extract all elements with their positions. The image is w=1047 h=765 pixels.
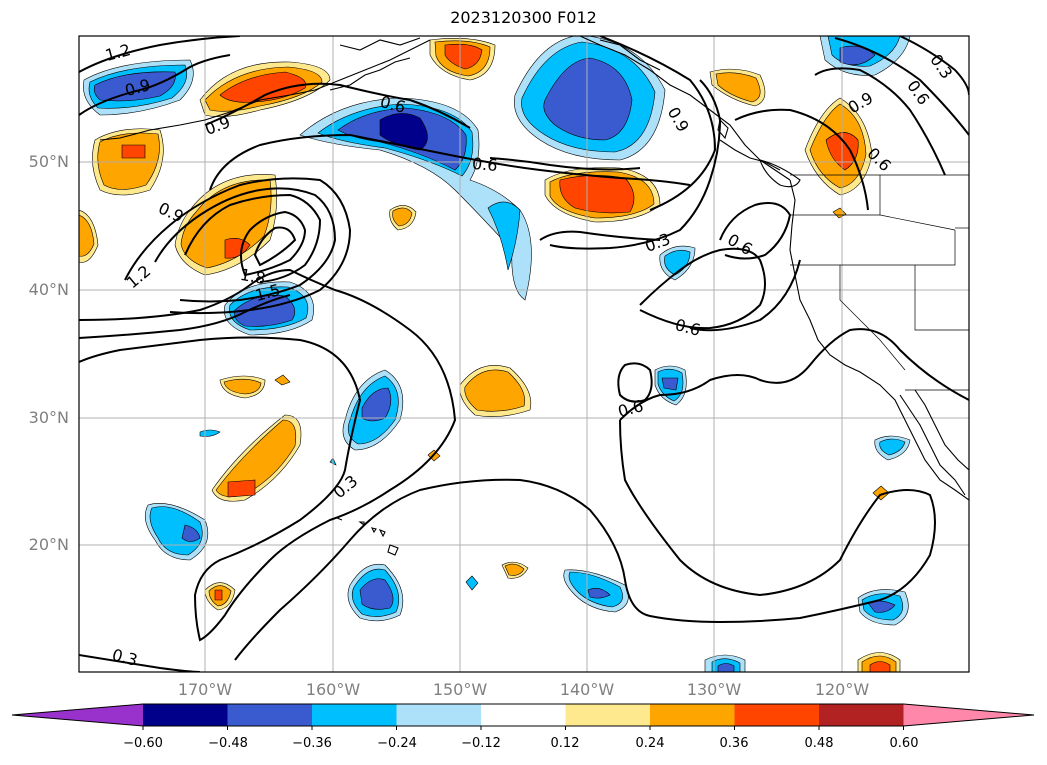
- colorbar-segment: [396, 704, 482, 726]
- colorbar-segment: [650, 704, 735, 726]
- colorbar-segment: [312, 704, 397, 726]
- colorbar-tick-label: 0.24: [635, 736, 665, 751]
- map-title: 2023120300 F012: [450, 8, 597, 27]
- colorbar-tick-label: 0.12: [550, 736, 580, 751]
- coastlines: [99, 36, 969, 556]
- lat-label: 40°N: [28, 280, 69, 299]
- contour-label: 1.2: [103, 40, 133, 65]
- contour-label: 1.2: [123, 261, 155, 292]
- negative-anomaly-region: [299, 97, 532, 301]
- contour-label: 0.9: [664, 104, 693, 136]
- contour-label: 1.8: [239, 265, 267, 288]
- colorbar-extend-low: [12, 704, 143, 726]
- lon-label: 150°W: [432, 680, 488, 699]
- shaded-field: [79, 36, 911, 672]
- lon-label: 160°W: [305, 680, 361, 699]
- contour-label: 0.6: [616, 396, 646, 421]
- lon-label: 120°W: [814, 680, 870, 699]
- colorbar-tick-label: 0.36: [719, 736, 749, 751]
- colorbar-tick-label: 0.48: [804, 736, 834, 751]
- contour-label: 0.6: [903, 77, 933, 109]
- lat-label: 20°N: [28, 535, 69, 554]
- contour-label: 0.3: [926, 51, 956, 83]
- colorbar-tick-label: −0.12: [461, 736, 501, 751]
- colorbar-extend-high: [903, 704, 1034, 726]
- colorbar-tick-label: 0.60: [889, 736, 919, 751]
- colorbar: [11, 703, 1035, 730]
- colorbar-segment: [565, 704, 651, 726]
- map-frame: [78, 35, 970, 673]
- lat-label: 30°N: [28, 408, 69, 427]
- contour-label: 0.3: [330, 471, 362, 502]
- colorbar-segment: [227, 704, 313, 726]
- lon-label: 170°W: [177, 680, 233, 699]
- political-borders: [790, 174, 969, 391]
- colorbar-segment: [734, 704, 820, 726]
- colorbar-tick-label: −0.36: [292, 736, 332, 751]
- lat-label: 50°N: [28, 152, 69, 171]
- colorbar-tick-label: −0.48: [208, 736, 248, 751]
- colorbar-segment: [143, 704, 228, 726]
- colorbar-segment: [819, 704, 904, 726]
- colorbar-segment: [481, 704, 566, 726]
- colorbar-tick-label: −0.60: [123, 736, 163, 751]
- contour-label: 0.6: [471, 154, 498, 175]
- lon-label: 130°W: [686, 680, 742, 699]
- colorbar-tick-label: −0.24: [377, 736, 417, 751]
- contour-label: 0.6: [673, 315, 703, 340]
- lon-label: 140°W: [559, 680, 615, 699]
- contour-label: 0.6: [724, 230, 756, 259]
- contour-lines: [79, 36, 969, 672]
- contour-label: 0.3: [110, 645, 140, 670]
